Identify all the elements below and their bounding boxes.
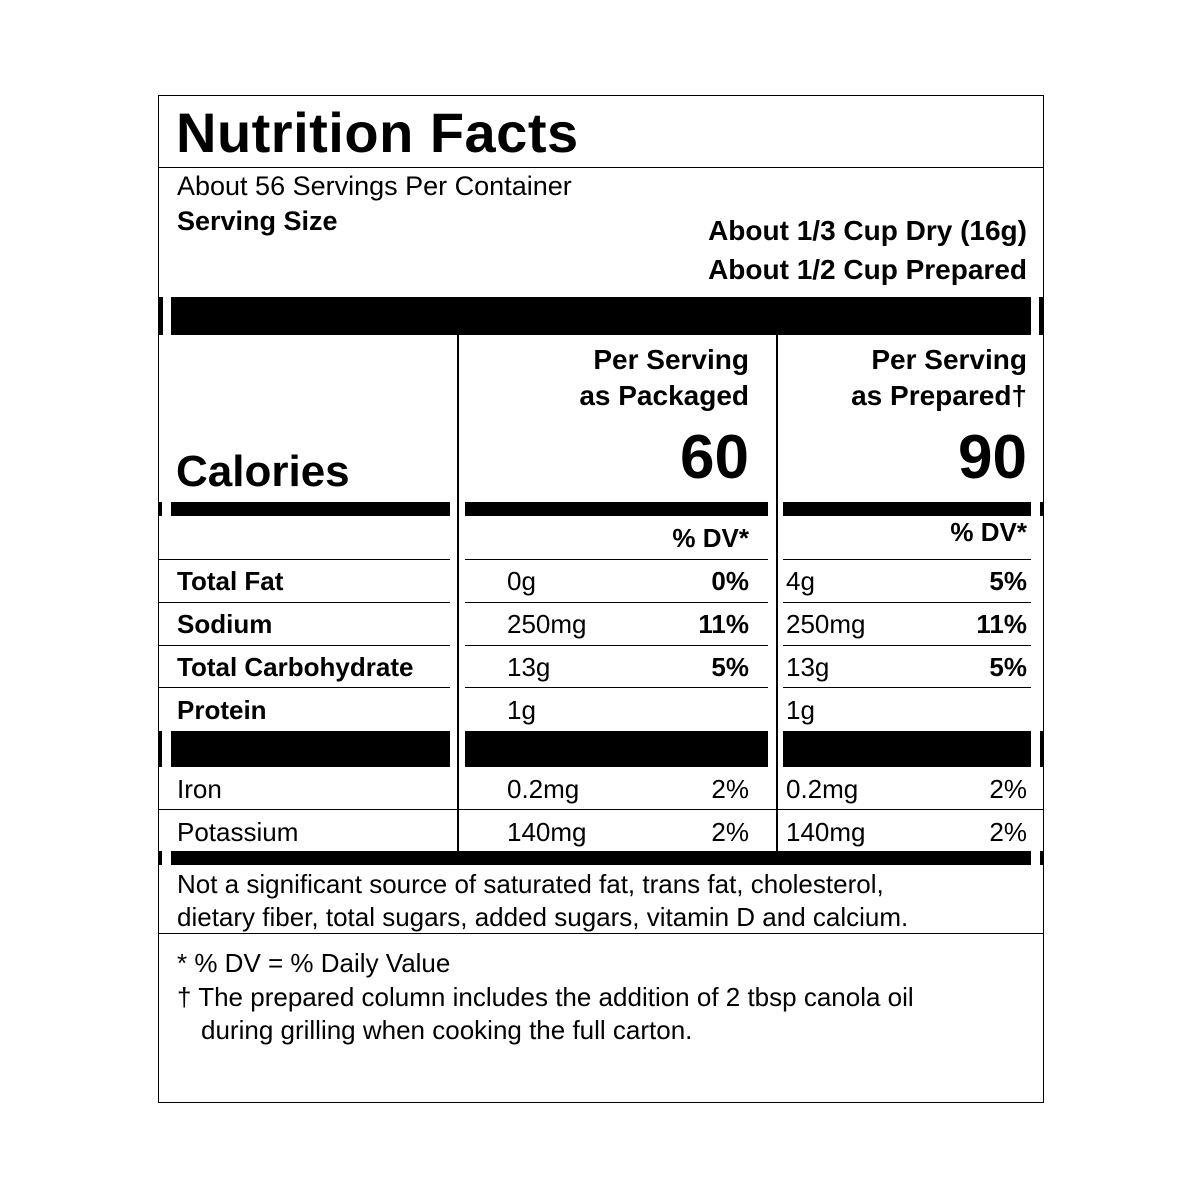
prepared-amount: 1g [786, 695, 815, 725]
prepared-amount: 4g [786, 566, 815, 596]
row-line [783, 559, 1031, 560]
row-line [783, 645, 1031, 646]
calories-bar-prepared [783, 502, 1031, 516]
calories-bar-label [171, 502, 450, 516]
calories-bar-edge-left [158, 502, 162, 516]
prepared-amount: 13g [786, 652, 830, 682]
prepared-amount: 140mg [786, 817, 866, 847]
footnote-dagger-line2: during grilling when cooking the full ca… [201, 1015, 693, 1045]
nutrition-facts-label [158, 95, 1044, 1103]
calories-prepared: 90 [958, 423, 1027, 492]
footnote-divider [158, 933, 1044, 934]
serving-size-prepared: About 1/2 Cup Prepared [708, 254, 1027, 285]
packaged-amount: 13g [507, 652, 551, 682]
prepared-header-line1: Per Serving [871, 344, 1027, 375]
prepared-amount: 0.2mg [786, 774, 859, 804]
row-line [465, 687, 768, 688]
nutrient-name: Total Carbohydrate [177, 652, 414, 682]
row-line [783, 687, 1031, 688]
prepared-dv-header: % DV* [950, 517, 1027, 547]
calories-bar-edge-right [1040, 502, 1044, 516]
footnote-dv: * % DV = % Daily Value [177, 948, 451, 978]
packaged-dv: 2% [711, 774, 749, 804]
row-line [783, 602, 1031, 603]
packaged-dv: 0% [711, 566, 749, 596]
mineral-bar-packaged [465, 731, 768, 767]
calories-label: Calories [176, 447, 350, 496]
row-line [158, 687, 450, 688]
thick-divider-bottom-edge-left [158, 851, 162, 865]
column-separator-2 [776, 335, 778, 851]
packaged-amount: 140mg [507, 817, 587, 847]
not-significant-line2: dietary fiber, total sugars, added sugar… [177, 902, 909, 932]
prepared-header-line2: as Prepared† [851, 380, 1027, 411]
prepared-dv: 2% [989, 817, 1027, 847]
packaged-amount: 0.2mg [507, 774, 580, 804]
row-line [465, 645, 768, 646]
packaged-dv: 11% [698, 609, 749, 639]
calories-packaged: 60 [680, 423, 749, 492]
mineral-bar-edge-right [1040, 731, 1044, 767]
prepared-amount: 250mg [786, 609, 866, 639]
mineral-bar-label [171, 731, 450, 767]
servings-per-container: About 56 Servings Per Container [177, 171, 572, 201]
thick-divider-top-edge-right [1039, 297, 1044, 335]
thick-divider-top-edge-left [158, 297, 163, 335]
not-significant-line1: Not a significant source of saturated fa… [177, 869, 884, 899]
prepared-dv: 11% [976, 609, 1027, 639]
nutrient-name: Total Fat [177, 566, 284, 596]
packaged-amount: 0g [507, 566, 536, 596]
serving-size-dry: About 1/3 Cup Dry (16g) [708, 215, 1027, 246]
packaged-amount: 1g [507, 695, 536, 725]
thick-divider-bottom-edge-right [1040, 851, 1044, 865]
packaged-dv: 5% [711, 652, 749, 682]
thick-divider-bottom [171, 851, 1031, 865]
mineral-bar-edge-left [158, 731, 162, 767]
column-separator-1 [457, 335, 459, 851]
prepared-dv: 5% [989, 652, 1027, 682]
mineral-row-line [158, 809, 1044, 810]
row-line [465, 559, 768, 560]
packaged-dv-header: % DV* [672, 523, 749, 553]
footnote-dagger-line1: † The prepared column includes the addit… [177, 982, 914, 1012]
packaged-header-line2: as Packaged [579, 380, 749, 411]
packaged-header-line1: Per Serving [593, 344, 749, 375]
calories-bar-packaged [465, 502, 768, 516]
packaged-dv: 2% [711, 817, 749, 847]
row-line [158, 602, 450, 603]
row-line [465, 602, 768, 603]
thick-divider-top [171, 297, 1031, 335]
prepared-dv: 5% [989, 566, 1027, 596]
nutrient-name: Protein [177, 695, 267, 725]
mineral-bar-prepared [783, 731, 1031, 767]
row-line [158, 559, 450, 560]
row-line [158, 645, 450, 646]
serving-size-label: Serving Size [177, 206, 338, 236]
mineral-name: Iron [177, 774, 222, 804]
packaged-amount: 250mg [507, 609, 587, 639]
prepared-dv: 2% [989, 774, 1027, 804]
label-title: Nutrition Facts [176, 101, 579, 164]
mineral-name: Potassium [177, 817, 299, 847]
title-divider [158, 167, 1044, 168]
nutrient-name: Sodium [177, 609, 273, 639]
